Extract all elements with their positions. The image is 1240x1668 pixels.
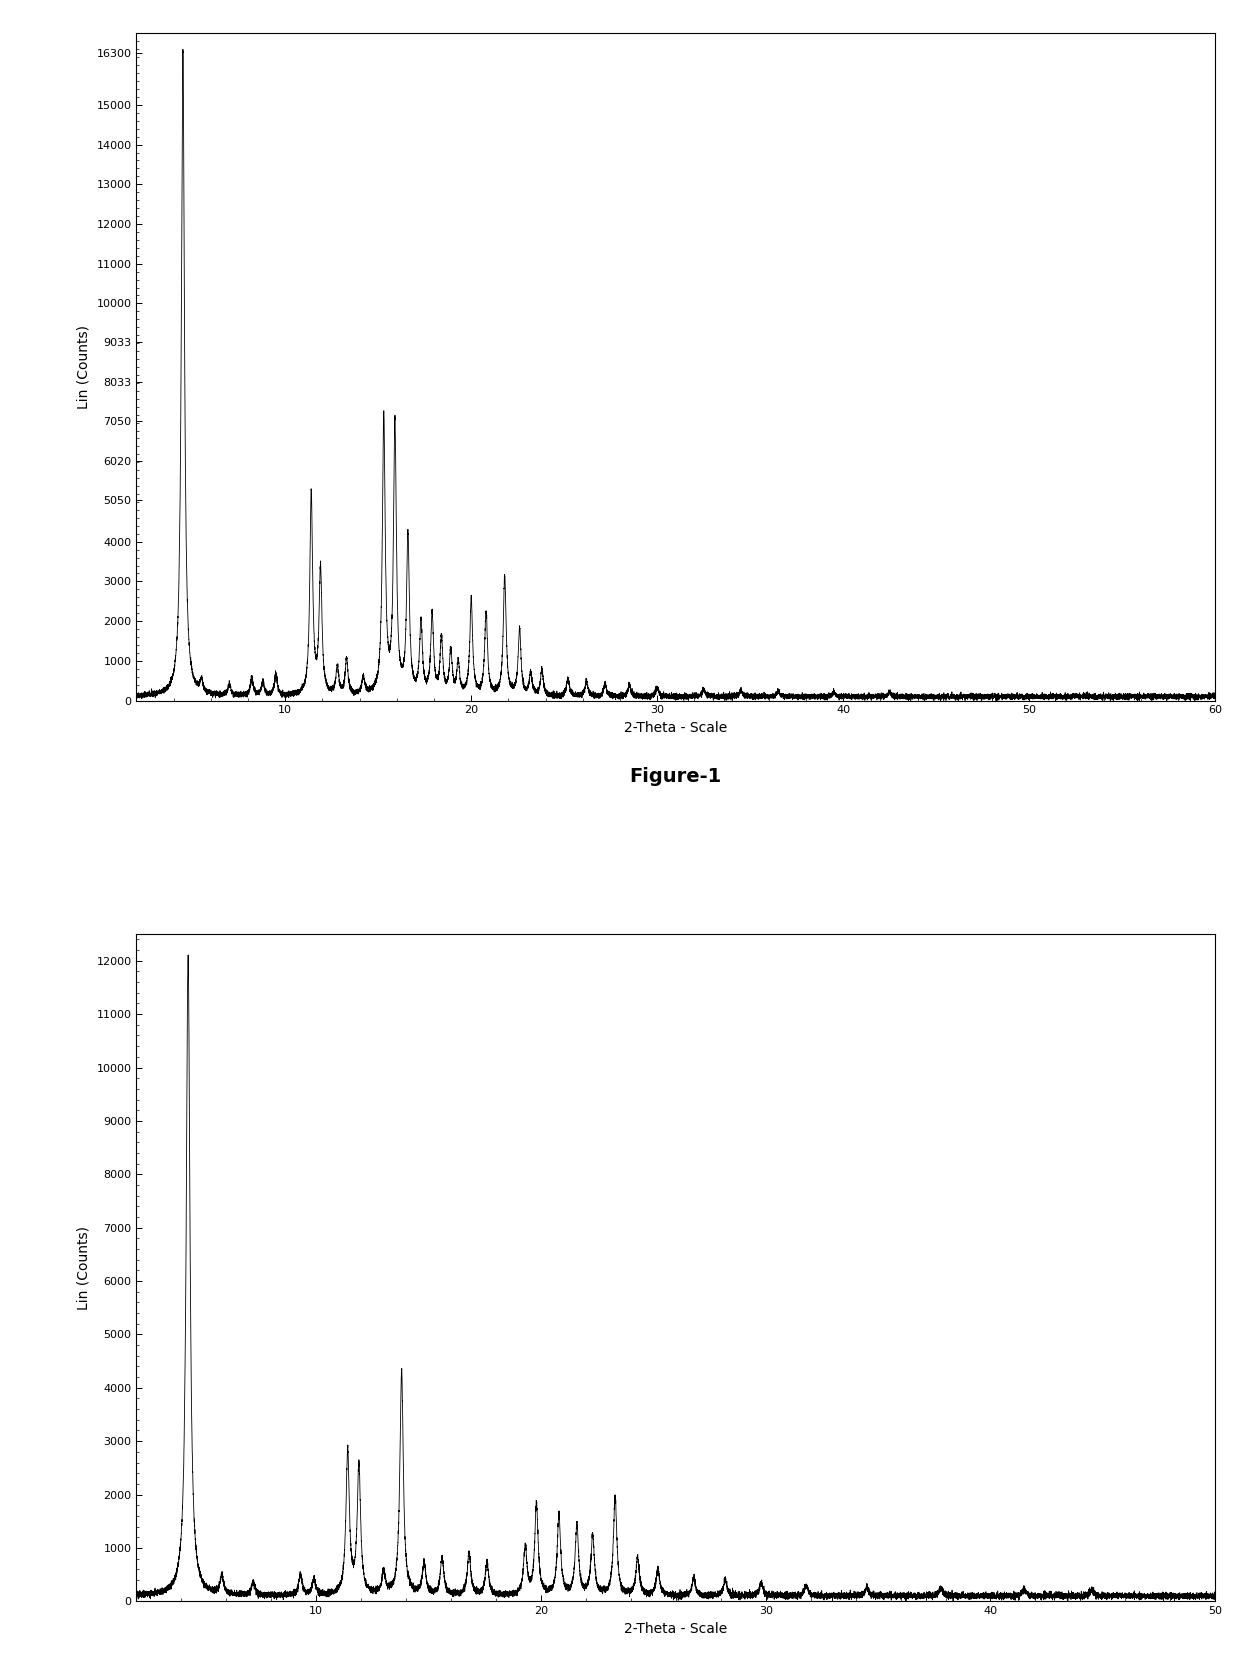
Text: Figure-1: Figure-1 <box>630 767 722 786</box>
X-axis label: 2-Theta - Scale: 2-Theta - Scale <box>624 721 728 736</box>
X-axis label: 2-Theta - Scale: 2-Theta - Scale <box>624 1621 728 1636</box>
Y-axis label: Lin (Counts): Lin (Counts) <box>77 325 91 409</box>
Y-axis label: Lin (Counts): Lin (Counts) <box>77 1226 91 1309</box>
